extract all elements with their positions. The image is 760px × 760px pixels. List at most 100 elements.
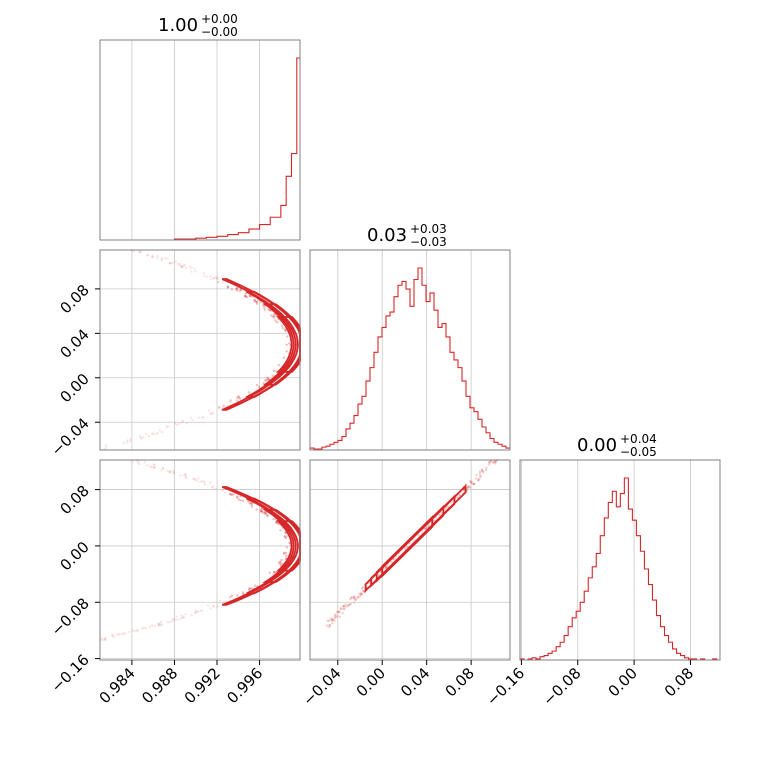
pair-1-2-point xyxy=(150,255,153,258)
pair-1-3-point xyxy=(143,461,146,464)
pair-1-3-point xyxy=(224,600,227,603)
pair-2-3-point xyxy=(358,595,361,598)
pair-1-3-point xyxy=(232,493,235,496)
pair-1-3-point xyxy=(283,535,287,538)
pair-1-3-point xyxy=(182,615,185,618)
pair-1-2-point xyxy=(277,363,280,367)
pair-2-3-point xyxy=(335,610,339,614)
pair-1-3-point xyxy=(177,618,180,621)
pair-1-3-point xyxy=(136,628,139,632)
pair-1-3-point xyxy=(184,473,187,476)
title-1-value: 1.00 xyxy=(158,15,198,36)
pair-2-3-point xyxy=(424,526,428,530)
pair-2-3-point xyxy=(352,595,356,599)
pair-1-2-point xyxy=(272,369,276,373)
pair-1-3-point xyxy=(250,587,254,590)
x2-tick-label-0: −0.04 xyxy=(299,664,344,709)
pair-2-3-point xyxy=(446,505,449,508)
pair-1-3-point xyxy=(229,595,232,599)
pair-2-3-point xyxy=(423,527,427,530)
pair-1-3-point xyxy=(275,521,278,524)
pair-1-3-point xyxy=(181,616,184,620)
pair-1-3-point xyxy=(131,460,134,463)
pair-2-3-point xyxy=(433,519,436,522)
pair-1-3-point xyxy=(150,465,153,468)
pair-2-3-point xyxy=(345,605,348,608)
pair-1-3-point xyxy=(100,638,104,642)
pair-1-2-point xyxy=(273,312,276,316)
pair-1-3-point xyxy=(104,638,107,641)
pair-1-2-point xyxy=(145,254,149,257)
pair-2-3-point xyxy=(361,590,364,593)
pair-1-3-point xyxy=(279,563,282,566)
pair-2-3-point xyxy=(325,624,328,627)
pair-2-3-point xyxy=(475,477,478,480)
pair-2-3-point xyxy=(404,547,407,550)
pair-2-3-point xyxy=(469,486,472,489)
x3-tick-label-1: −0.08 xyxy=(539,664,584,709)
pair-1-3-point xyxy=(248,502,251,505)
pair-1-2-point xyxy=(244,294,247,298)
pair-2-3-point xyxy=(479,475,482,478)
histogram-steps-1 xyxy=(100,57,300,241)
pair-1-2-point xyxy=(126,441,129,444)
pair-2-3-point xyxy=(377,573,380,577)
pair-1-3-point xyxy=(253,584,257,587)
pair-2-3-point xyxy=(438,513,441,516)
pair-1-2-point xyxy=(197,416,201,419)
pair-1-2-point xyxy=(189,416,193,419)
pair-2-3-point xyxy=(328,623,331,627)
pair-2-3-point xyxy=(481,469,484,473)
pair-1-2-point xyxy=(281,326,284,330)
pair-1-3-point xyxy=(259,508,263,511)
pair-2-3-point xyxy=(334,613,337,616)
pair-1-2-point xyxy=(174,260,177,263)
pair-1-2-point xyxy=(226,285,229,289)
pair-1-2-point xyxy=(226,286,230,289)
pair-1-2-point xyxy=(280,324,283,327)
pair-1-3-point xyxy=(279,529,282,532)
pair-2-3-point xyxy=(494,462,497,465)
pair-2-3-point xyxy=(480,468,483,471)
pair-2-3-point xyxy=(344,603,347,606)
pair-2-3-contour-0 xyxy=(364,483,467,593)
pair-1-2-point xyxy=(190,270,193,273)
pair-2-3-point xyxy=(328,619,331,622)
title-param-1: 1.00 +0.00 −0.00 xyxy=(158,12,238,39)
pair-1-2-point xyxy=(209,412,213,415)
pair-1-3-point xyxy=(214,487,218,490)
pair-1-3-point xyxy=(160,623,164,626)
pair-2-3-point xyxy=(487,463,491,466)
pair-2-3-point xyxy=(479,474,482,477)
pair-2-3-point xyxy=(343,605,346,608)
pair-1-3-point xyxy=(209,607,212,610)
pair-2-3-point xyxy=(470,480,473,483)
pair-2-3-point xyxy=(335,616,338,619)
pair-1-3-point xyxy=(136,461,139,464)
pair-2-3-point xyxy=(472,482,476,486)
pair-1-3-point xyxy=(100,637,103,640)
pair-1-2-point xyxy=(222,404,226,407)
pair-1-3-point xyxy=(279,560,282,563)
pair-1-2-point xyxy=(270,314,273,317)
pair-2-3-point xyxy=(326,619,329,622)
pair-1-2-point xyxy=(104,446,108,449)
pair-2-3-point xyxy=(350,596,353,599)
pair-1-2-point xyxy=(273,316,276,319)
pair-1-2-point xyxy=(244,294,247,298)
pair-1-3-point xyxy=(241,591,244,594)
pair-1-3-point xyxy=(199,480,202,484)
pair-1-2-point xyxy=(170,262,173,265)
pair-1-2-point xyxy=(178,262,182,265)
pair-2-3-point xyxy=(481,469,484,472)
pair-1-2-point xyxy=(285,350,288,353)
pair-1-3-point xyxy=(206,604,210,607)
pair-1-3-point xyxy=(285,546,288,549)
pair-1-2-point xyxy=(239,397,242,400)
pair-1-2-point xyxy=(151,254,155,258)
pair-1-3-point xyxy=(184,613,187,616)
pair-1-3-point xyxy=(209,481,212,484)
pair-1-2-point xyxy=(194,270,197,273)
pair-1-3-point xyxy=(239,499,242,502)
